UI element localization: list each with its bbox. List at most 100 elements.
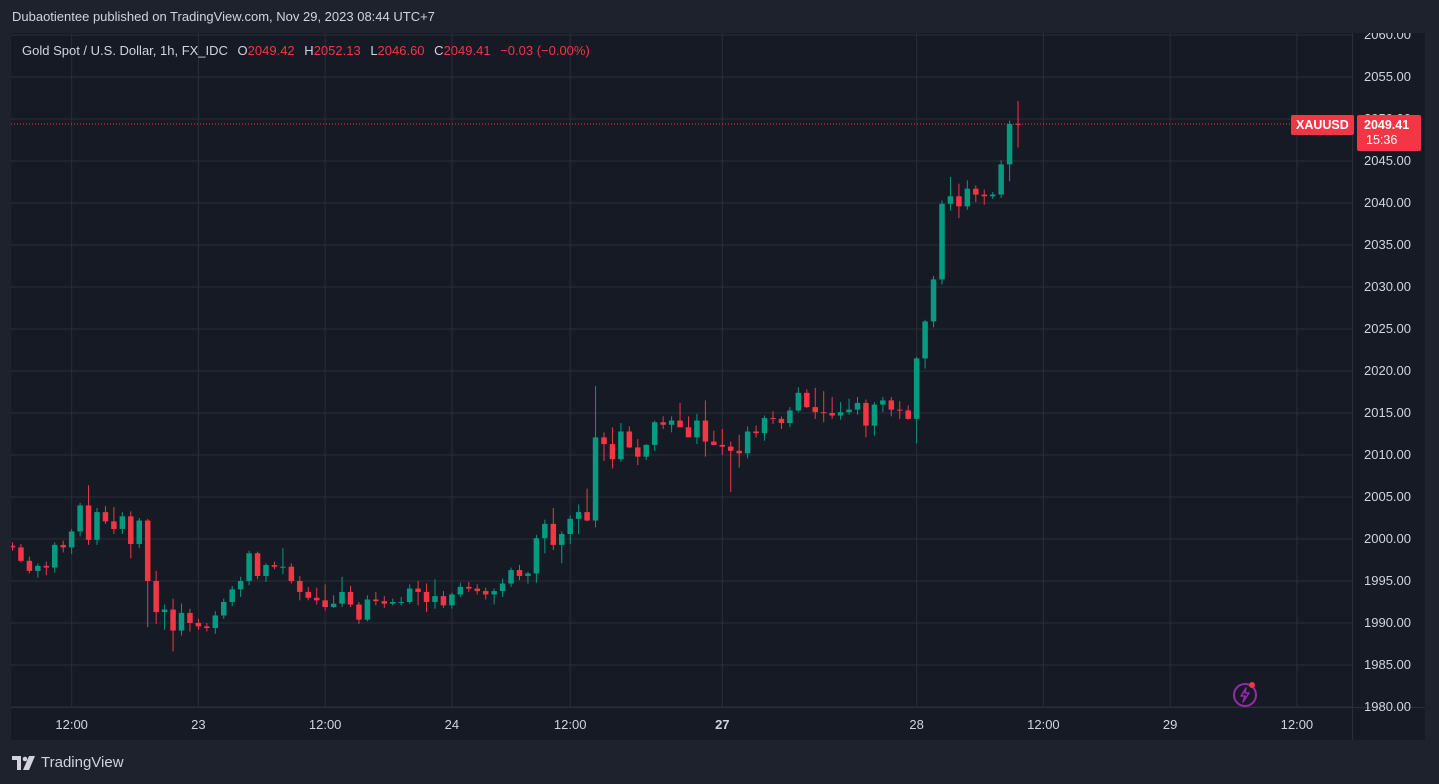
candle-body[interactable]	[373, 599, 379, 602]
candle-body[interactable]	[795, 392, 802, 411]
candle-body[interactable]	[482, 591, 489, 595]
candle-body[interactable]	[964, 188, 971, 207]
candle-body[interactable]	[347, 591, 354, 605]
candle-body[interactable]	[339, 591, 345, 604]
candle-body[interactable]	[508, 570, 514, 584]
candle-body[interactable]	[897, 409, 903, 411]
tradingview-logo[interactable]: TradingView	[12, 754, 124, 771]
candle-body[interactable]	[398, 602, 404, 603]
chart-pane[interactable]: 2060.002055.002050.002045.002040.002035.…	[11, 33, 1425, 740]
candle-body[interactable]	[753, 431, 759, 434]
candle-body[interactable]	[77, 505, 83, 532]
candle-body[interactable]	[111, 521, 117, 529]
candle-body[interactable]	[905, 410, 911, 419]
candle-body[interactable]	[499, 583, 506, 592]
candle-body[interactable]	[744, 431, 751, 454]
candle-body[interactable]	[626, 431, 633, 448]
candle-body[interactable]	[449, 594, 455, 606]
candle-body[interactable]	[68, 531, 75, 548]
candle-body[interactable]	[423, 591, 430, 602]
candle-body[interactable]	[787, 410, 793, 424]
candle-body[interactable]	[237, 581, 244, 590]
candle-body[interactable]	[888, 400, 895, 410]
candle-body[interactable]	[491, 591, 497, 595]
candle-body[interactable]	[854, 402, 861, 410]
candle-body[interactable]	[288, 566, 295, 581]
candle-body[interactable]	[880, 400, 886, 405]
candle-body[interactable]	[474, 588, 481, 592]
candle-body[interactable]	[998, 164, 1004, 195]
candle-body[interactable]	[820, 412, 827, 414]
candle-body[interactable]	[719, 444, 726, 447]
candle-body[interactable]	[761, 418, 768, 434]
candle-body[interactable]	[466, 586, 472, 589]
candle-body[interactable]	[246, 553, 252, 581]
candle-body[interactable]	[643, 444, 650, 457]
candle-body[interactable]	[94, 512, 100, 540]
candle-body[interactable]	[313, 597, 320, 601]
candle-body[interactable]	[736, 450, 742, 454]
lightning-icon[interactable]	[1233, 683, 1257, 707]
candle-body[interactable]	[178, 612, 185, 631]
candle-body[interactable]	[432, 596, 438, 602]
candle-body[interactable]	[871, 404, 878, 426]
candle-body[interactable]	[297, 581, 303, 592]
candle-body[interactable]	[1015, 123, 1021, 125]
candle-body[interactable]	[550, 523, 557, 545]
candle-body[interactable]	[913, 358, 920, 419]
candle-body[interactable]	[52, 544, 58, 568]
candle-body[interactable]	[660, 422, 666, 425]
candle-body[interactable]	[136, 520, 143, 545]
candle-body[interactable]	[956, 196, 962, 207]
candle-body[interactable]	[221, 602, 227, 616]
candle-body[interactable]	[305, 591, 312, 598]
candle-body[interactable]	[930, 279, 937, 322]
candle-body[interactable]	[575, 512, 582, 519]
candle-body[interactable]	[601, 437, 607, 445]
candle-body[interactable]	[837, 412, 844, 416]
candle-body[interactable]	[195, 623, 202, 627]
candle-body[interactable]	[981, 194, 988, 197]
candle-body[interactable]	[668, 420, 675, 425]
candle-body[interactable]	[635, 447, 641, 457]
candle-body[interactable]	[161, 609, 168, 613]
candle-body[interactable]	[728, 446, 734, 451]
candle-body[interactable]	[947, 196, 954, 204]
candle-body[interactable]	[542, 523, 548, 539]
candle-body[interactable]	[863, 402, 869, 426]
candle-body[interactable]	[330, 603, 337, 608]
candle-body[interactable]	[26, 560, 33, 571]
candle-body[interactable]	[43, 565, 50, 568]
candle-body[interactable]	[685, 427, 692, 438]
candle-body[interactable]	[170, 609, 176, 631]
candle-body[interactable]	[618, 431, 624, 460]
candle-body[interactable]	[592, 437, 599, 521]
candle-body[interactable]	[11, 545, 16, 548]
candle-body[interactable]	[584, 512, 590, 521]
candle-body[interactable]	[390, 602, 396, 604]
candle-body[interactable]	[702, 420, 709, 442]
candle-body[interactable]	[415, 588, 421, 592]
candlestick-chart[interactable]: 2060.002055.002050.002045.002040.002035.…	[11, 33, 1425, 740]
candle-body[interactable]	[153, 581, 159, 613]
candle-body[interactable]	[567, 518, 573, 534]
candle-body[interactable]	[804, 392, 810, 408]
candle-body[interactable]	[144, 520, 151, 581]
candle-body[interactable]	[973, 188, 979, 195]
candle-body[interactable]	[812, 407, 819, 413]
candle-body[interactable]	[939, 203, 945, 280]
candle-body[interactable]	[60, 544, 66, 548]
candle-body[interactable]	[651, 422, 658, 445]
candle-body[interactable]	[364, 599, 371, 620]
candle-body[interactable]	[322, 600, 328, 608]
candle-body[interactable]	[609, 444, 616, 460]
candle-body[interactable]	[204, 626, 210, 629]
candle-body[interactable]	[711, 441, 717, 445]
candle-body[interactable]	[778, 418, 785, 424]
candle-body[interactable]	[35, 565, 41, 571]
candle-body[interactable]	[829, 413, 835, 416]
candle-body[interactable]	[677, 420, 683, 428]
candle-body[interactable]	[212, 615, 219, 629]
candle-body[interactable]	[440, 596, 447, 606]
candle-body[interactable]	[516, 570, 523, 576]
